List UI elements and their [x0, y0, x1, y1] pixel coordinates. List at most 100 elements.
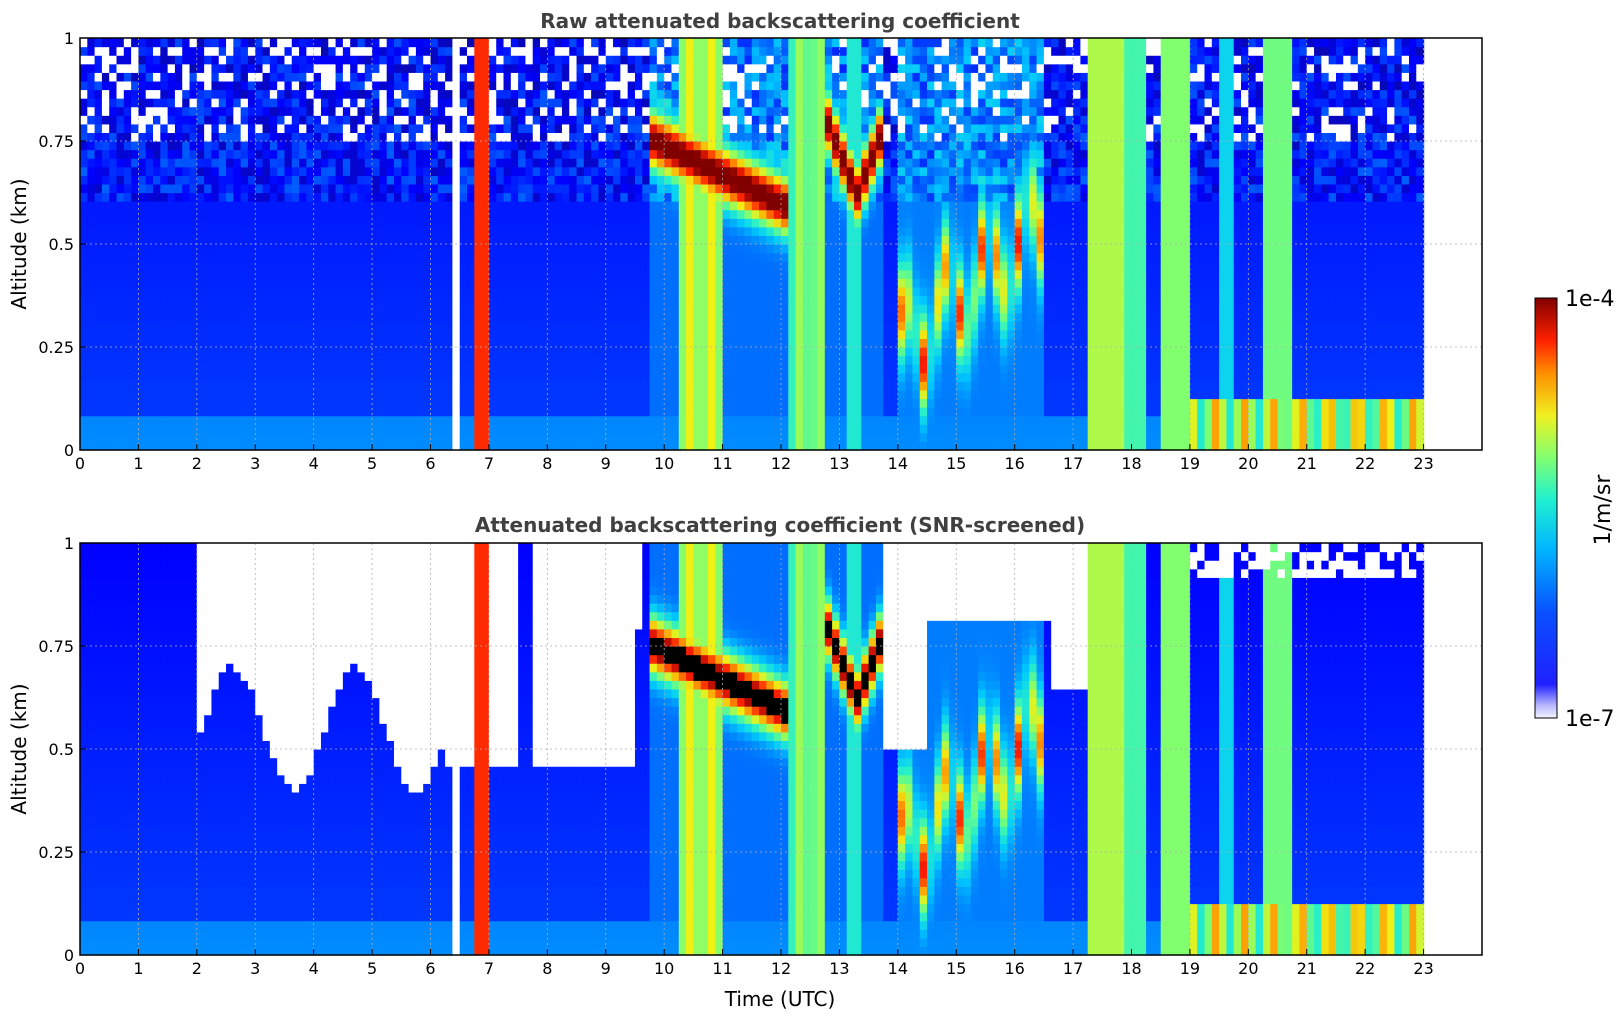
heatmap-cell [795, 98, 804, 108]
heatmap-cell [678, 295, 687, 305]
heatmap-cell [211, 141, 220, 151]
heatmap-cell [569, 269, 578, 279]
heatmap-cell [649, 364, 658, 374]
heatmap-cell [817, 261, 826, 271]
heatmap-cell [342, 80, 351, 91]
heatmap-cell [824, 304, 833, 314]
heatmap-cell [707, 432, 716, 443]
heatmap-cell [561, 321, 570, 331]
heatmap-cell [459, 123, 468, 134]
heatmap-cell [342, 244, 351, 254]
heatmap-cell [474, 72, 483, 82]
heatmap-cell [196, 72, 205, 82]
heatmap-cell [328, 295, 337, 305]
heatmap-cell [437, 286, 446, 297]
heatmap-cell [766, 123, 775, 134]
heatmap-cell [386, 166, 395, 176]
heatmap-cell [306, 55, 315, 65]
heatmap-cell [204, 381, 213, 391]
heatmap-cell [196, 424, 205, 434]
heatmap-cell [634, 407, 643, 417]
heatmap-cell [167, 72, 176, 82]
heatmap-cell [153, 175, 161, 185]
heatmap-cell [226, 269, 234, 279]
heatmap-cell [569, 123, 578, 134]
heatmap-cell [459, 407, 468, 417]
heatmap-cell [510, 209, 519, 219]
heatmap-cell [87, 149, 96, 159]
heatmap-cell [671, 415, 680, 425]
heatmap-cell [802, 38, 811, 48]
heatmap-cell [423, 175, 432, 185]
heatmap-cell [583, 115, 592, 125]
heatmap-cell [291, 98, 300, 108]
heatmap-cell [664, 132, 673, 142]
heatmap-cell [401, 252, 410, 262]
heatmap-cell [87, 218, 96, 228]
heatmap-cell [401, 158, 410, 168]
heatmap-cell [189, 235, 198, 245]
heatmap-cell [160, 347, 169, 357]
heatmap-cell [459, 347, 468, 357]
heatmap-cell [445, 89, 453, 99]
heatmap-cell [284, 295, 293, 305]
heatmap-cell [372, 183, 380, 194]
heatmap-cell [204, 347, 213, 357]
heatmap-cell [824, 183, 833, 194]
heatmap-cell [291, 364, 300, 374]
heatmap-cell [634, 38, 643, 48]
heatmap-cell [824, 192, 833, 202]
heatmap-cell [415, 72, 424, 82]
heatmap-cell [262, 398, 271, 408]
heatmap-cell [467, 89, 475, 99]
heatmap-cell [773, 158, 782, 168]
heatmap-cell [817, 166, 826, 176]
heatmap-cell [788, 321, 797, 331]
heatmap-cell [671, 278, 680, 288]
heatmap-cell [510, 321, 519, 331]
heatmap-cell [299, 235, 307, 245]
heatmap-cell [372, 235, 380, 245]
heatmap-cell [583, 158, 592, 168]
heatmap-cell [408, 183, 417, 194]
heatmap-cell [634, 201, 643, 211]
heatmap-cell [510, 80, 519, 91]
heatmap-cell [233, 209, 242, 219]
heatmap-cell [627, 80, 636, 91]
heatmap-cell [240, 175, 249, 185]
heatmap-cell [218, 80, 227, 91]
heatmap-cell [328, 226, 337, 237]
heatmap-cell [423, 424, 432, 434]
heatmap-cell [722, 149, 731, 159]
heatmap-cell [496, 338, 505, 348]
heatmap-cell [759, 372, 767, 382]
heatmap-cell [101, 389, 110, 400]
heatmap-cell [335, 72, 344, 82]
heatmap-cell [437, 218, 446, 228]
heatmap-cell [766, 389, 775, 400]
heatmap-cell [605, 355, 614, 365]
heatmap-cell [255, 312, 264, 322]
heatmap-cell [707, 269, 716, 279]
heatmap-cell [160, 209, 169, 219]
heatmap-cell [729, 55, 738, 65]
heatmap-cell [598, 304, 607, 314]
heatmap-cell [101, 432, 110, 443]
heatmap-cell [656, 115, 665, 125]
heatmap-cell [379, 407, 388, 417]
heatmap-cell [634, 286, 643, 297]
heatmap-cell [87, 321, 96, 331]
heatmap-cell [226, 398, 234, 408]
heatmap-cell [700, 252, 709, 262]
heatmap-cell [664, 372, 673, 382]
heatmap-cell [116, 123, 125, 134]
heatmap-cell [174, 364, 183, 374]
heatmap-cell [342, 295, 351, 305]
heatmap-cell [467, 252, 475, 262]
heatmap-cell [503, 132, 512, 142]
heatmap-cell [561, 158, 570, 168]
heatmap-cell [773, 295, 782, 305]
heatmap-cell [547, 286, 556, 297]
heatmap-cell [810, 183, 819, 194]
heatmap-cell [613, 329, 621, 340]
